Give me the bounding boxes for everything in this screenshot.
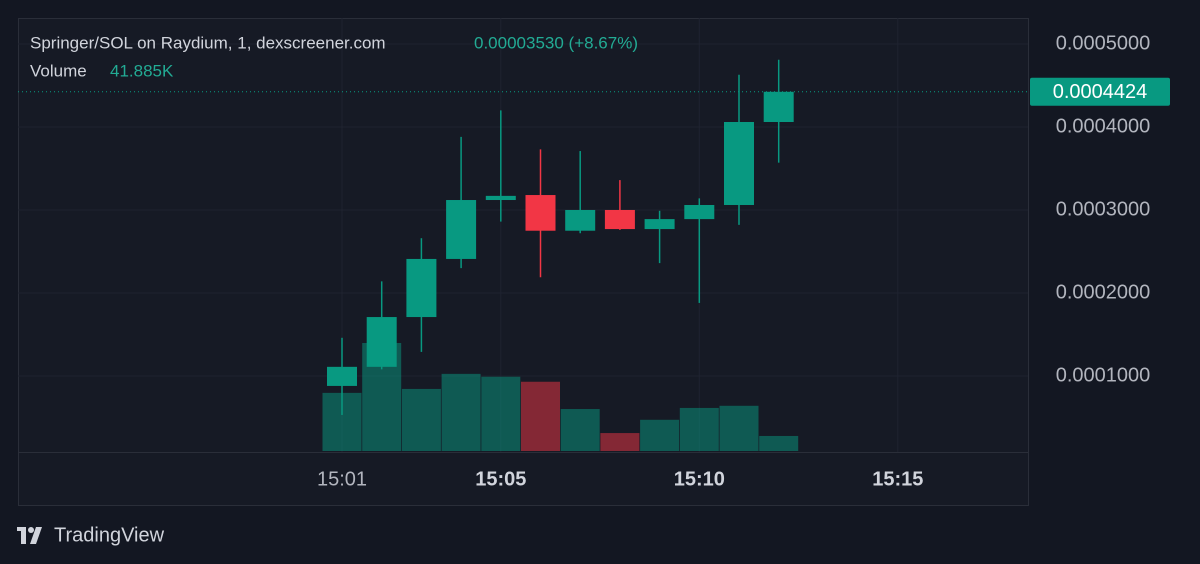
candle-body [446,200,477,259]
volume-bar [521,381,560,451]
volume-bar [441,373,481,451]
candle-body [525,195,556,231]
x-tick-label: 15:01 [317,468,367,490]
x-tick-label: 15:05 [475,468,526,490]
candle-layer [327,59,794,415]
y-tick-label: 0.0005000 [1056,32,1151,54]
volume-bar [401,388,441,451]
y-tick-label: 0.0003000 [1056,198,1151,220]
x-tick-label: 15:15 [872,468,923,490]
logo-shape [28,527,34,533]
y-tick-label: 0.0001000 [1056,364,1151,386]
y-tick-label: 0.0004000 [1056,115,1151,137]
volume-bar [560,409,600,451]
candle-body [327,366,357,386]
candle-body [366,317,397,367]
x-tick-label: 15:10 [674,468,725,490]
candle-body [604,209,635,230]
volume-layer [322,343,799,451]
candle-body [644,219,675,230]
volume-bar [679,407,719,451]
volume-bar [719,405,759,451]
volume-bar [481,376,521,451]
grid [18,18,1028,452]
candle-body [485,195,516,201]
logo [17,527,42,544]
y-tick-label: 0.0002000 [1056,281,1151,303]
price-change: 0.00003530 (+8.67%) [474,33,638,52]
footer-brand: TradingView [54,524,165,546]
volume-value: 41.885K [110,61,174,80]
logo-shape [21,527,26,544]
candle-body [565,209,596,231]
candle-body [724,121,754,205]
chart-title: Springer/SOL on Raydium, 1, dexscreener.… [30,33,386,52]
last-price-tag [1030,77,1170,106]
volume-bar [640,419,680,451]
last-price-label: 0.0004424 [1053,81,1148,103]
candle-body [763,91,794,122]
candle-body [406,258,437,318]
logo-shape [30,527,42,544]
axis-layer: 0.0001000 0.0002000 0.0003000 0.0004000 0.00… [18,32,1170,490]
volume-bar [600,433,640,451]
volume-bar [759,435,799,451]
candle-body [684,204,715,220]
volume-label: Volume [30,61,87,80]
